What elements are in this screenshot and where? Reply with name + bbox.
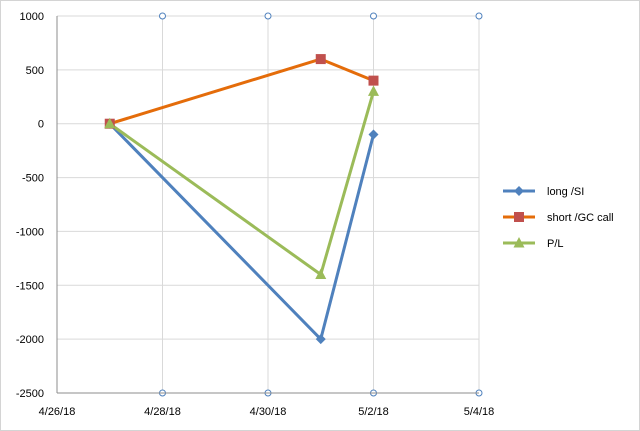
y-tick-label: -1000: [16, 226, 44, 238]
gridline-end-marker: [264, 12, 272, 20]
y-tick-label: 0: [38, 119, 44, 131]
data-point-series-2: [368, 75, 379, 86]
y-tick-label: 1000: [20, 11, 44, 23]
y-tick-label: -1500: [16, 280, 44, 292]
y-tick-label: -2500: [16, 388, 44, 400]
y-tick-label: -2000: [16, 334, 44, 346]
x-tick-label: 5/2/18: [358, 406, 389, 418]
series-line-3: [108, 90, 375, 277]
legend-marker-1: [514, 186, 524, 196]
data-point-series-1: [315, 334, 326, 345]
y-tick-labels: 1000 500 0 -500 -1000 -1500 -2000 -2500: [16, 11, 44, 400]
series-group: [104, 54, 379, 345]
x-tick-label: 4/26/18: [39, 406, 76, 418]
legend-label-1: long /SI: [547, 186, 584, 198]
gridlines: [57, 12, 483, 397]
data-point-series-3: [315, 268, 327, 280]
x-tick-label: 4/28/18: [144, 406, 181, 418]
legend-label-2: short /GC call: [547, 212, 614, 224]
x-tick-labels: 4/26/18 4/28/18 4/30/18 5/2/18 5/4/18: [39, 406, 495, 418]
data-point-series-3: [104, 117, 116, 129]
axes: [56, 16, 479, 394]
series-line-2: [109, 57, 375, 126]
legend-label-3: P/L: [547, 238, 564, 250]
x-tick-label: 5/4/18: [464, 406, 495, 418]
data-point-series-2: [315, 54, 326, 65]
y-tick-label: -500: [22, 173, 44, 185]
data-point-series-3: [368, 85, 379, 96]
legend-marker-3: [513, 237, 525, 248]
gridline-end-marker: [370, 12, 377, 20]
legend: long /SI short /GC call P/L: [503, 186, 614, 250]
y-tick-label: 500: [26, 65, 44, 77]
gridline-end-marker: [475, 12, 483, 20]
data-point-series-1: [368, 129, 379, 140]
x-tick-label: 4/30/18: [250, 406, 287, 418]
gridline-end-marker: [159, 12, 166, 20]
legend-marker-2: [514, 212, 524, 222]
